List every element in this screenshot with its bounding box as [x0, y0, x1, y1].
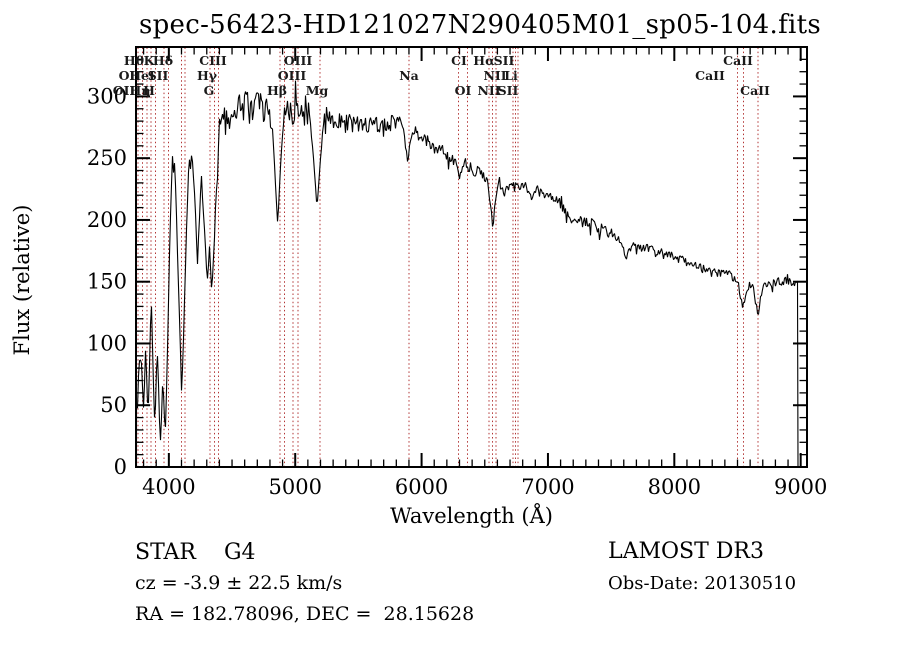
y-tick-label: 200: [87, 208, 127, 232]
obs-date-text: Obs-Date: 20130510: [608, 573, 797, 594]
plot-frame: [135, 46, 808, 468]
x-tick-label: 6000: [395, 475, 448, 499]
feature-label-Hγ: Hγ: [197, 68, 218, 83]
feature-label-CaII: CaII: [695, 68, 725, 83]
survey-release-text: LAMOST DR3: [608, 539, 764, 564]
feature-label-OIII: OIII: [278, 68, 307, 83]
feature-label-Hδ: Hδ: [153, 53, 173, 68]
feature-label-Li: Li: [504, 68, 518, 83]
coordinates-text: RA = 182.78096, DEC = 28.15628: [135, 603, 475, 625]
feature-label-NII: NII: [477, 83, 500, 98]
feature-label-CIII: CIII: [199, 53, 227, 68]
x-tick-label: 4000: [142, 475, 195, 499]
x-tick-label: 9000: [774, 475, 827, 499]
y-tick-label: 150: [87, 270, 127, 294]
object-class-text: STAR G4: [135, 540, 256, 565]
feature-label-SII: SII: [498, 83, 519, 98]
y-tick-label: 250: [87, 146, 127, 170]
feature-label-Hθ: Hθ: [124, 53, 144, 68]
feature-label-Hα: Hα: [473, 53, 495, 68]
x-tick-label: 8000: [648, 475, 701, 499]
feature-label-OII: OII: [113, 83, 136, 98]
y-tick-label: 100: [87, 331, 127, 355]
feature-label-OI: OI: [119, 68, 136, 83]
feature-label-Na: Na: [399, 68, 419, 83]
feature-label-NII: NII: [483, 68, 506, 83]
feature-label-CaII: CaII: [740, 83, 770, 98]
y-tick-label: 50: [100, 393, 127, 417]
feature-label-SII: SII: [148, 68, 169, 83]
x-axis-label: Wavelength (Å): [390, 504, 553, 528]
feature-label-Hβ: Hβ: [267, 83, 287, 98]
radial-velocity-text: cz = -3.9 ± 22.5 km/s: [135, 572, 343, 594]
x-tick-label: 7000: [521, 475, 574, 499]
spectrum-curve: [135, 80, 799, 467]
feature-label-Hη: Hη: [130, 83, 151, 98]
feature-label-HeI: HeI: [129, 68, 155, 83]
feature-label-H: H: [143, 83, 155, 98]
feature-label-OIII: OIII: [284, 53, 313, 68]
y-tick-label: 0: [114, 455, 127, 479]
feature-label-K: K: [144, 53, 156, 68]
feature-label-CaII: CaII: [723, 53, 753, 68]
y-tick-label: 300: [87, 84, 127, 108]
feature-label-Mg: Mg: [306, 83, 329, 98]
feature-label-OI: OI: [455, 83, 472, 98]
feature-label-CI: CI: [451, 53, 467, 68]
feature-label-G: G: [204, 83, 215, 98]
feature-label-SII: SII: [494, 53, 515, 68]
plot-title: spec-56423-HD121027N290405M01_sp05-104.f…: [138, 10, 822, 40]
x-tick-label: 5000: [268, 475, 321, 499]
